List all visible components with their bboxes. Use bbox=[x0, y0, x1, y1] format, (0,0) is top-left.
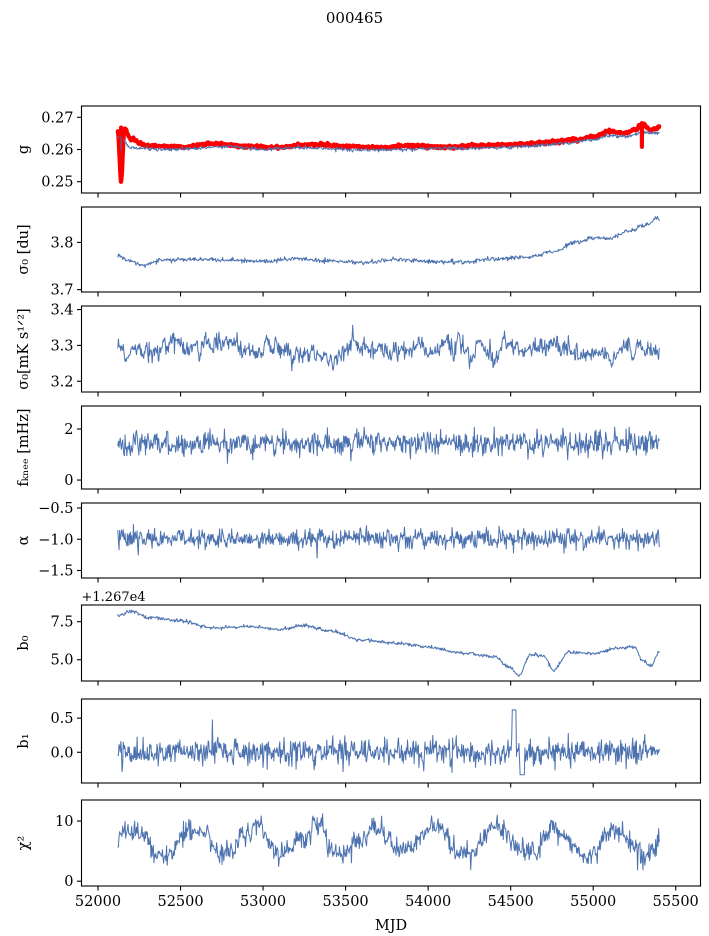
panel-frame bbox=[80, 405, 702, 490]
y-tick-label: 2 bbox=[64, 422, 73, 438]
series-f_knee bbox=[117, 426, 660, 464]
y-tick-label: 3.7 bbox=[50, 283, 73, 299]
x-tick-label: 54000 bbox=[405, 894, 451, 910]
panel-chi2: 0 10 χ² bbox=[16, 799, 702, 891]
panel-frame bbox=[80, 206, 702, 293]
panel-data bbox=[117, 609, 660, 677]
x-tick-label: 55000 bbox=[570, 894, 616, 910]
y-axis-label: χ² bbox=[16, 836, 32, 851]
series-b1 bbox=[117, 709, 660, 776]
y-axis-label: α bbox=[16, 535, 32, 545]
x-tick-label: 55500 bbox=[653, 894, 699, 910]
panel-g_red: 0.25 0.26 0.27 g bbox=[16, 105, 702, 198]
y-tick-label: 0.27 bbox=[41, 110, 73, 126]
y-axis-label: σ₀ [du] bbox=[16, 224, 32, 274]
series-b0 bbox=[117, 609, 660, 677]
y-tick-label: 3.2 bbox=[50, 374, 73, 390]
y-axis-offset-label: +1.267e4 bbox=[82, 590, 146, 605]
panel-data bbox=[117, 709, 660, 776]
panel-b1: 0.0 0.5 b₁ bbox=[16, 698, 702, 788]
y-axis-label: b₀ bbox=[16, 635, 32, 650]
panel-frame bbox=[80, 698, 702, 784]
series-sigma0_mKs bbox=[117, 324, 660, 372]
panel-frame bbox=[80, 305, 702, 393]
x-tick-label: 52500 bbox=[157, 894, 203, 910]
y-tick-label: −1.0 bbox=[38, 532, 73, 548]
x-tick-label: 53000 bbox=[240, 894, 286, 910]
y-axis-label: fₖₙₑₑ [mHz] bbox=[16, 408, 32, 486]
panel-f_knee: 0 2 fₖₙₑₑ [mHz] bbox=[16, 405, 702, 494]
y-tick-label: 7.5 bbox=[50, 615, 73, 631]
y-tick-label: 3.4 bbox=[50, 303, 73, 319]
panel-data bbox=[117, 524, 660, 559]
panel-frame bbox=[80, 502, 702, 579]
panel-data bbox=[117, 426, 660, 464]
panel-data bbox=[117, 324, 660, 372]
panel-frame bbox=[80, 799, 702, 887]
y-axis-label: σ₀[mK s¹ᐟ²] bbox=[16, 308, 32, 389]
series-sigma0_du bbox=[117, 215, 660, 268]
y-tick-label: 0 bbox=[64, 874, 73, 890]
figure-title: 000465 bbox=[325, 9, 384, 27]
y-tick-label: 3.3 bbox=[50, 338, 73, 354]
panel-sigma0_du: 3.7 3.8 σ₀ [du] bbox=[16, 206, 702, 299]
y-tick-label: 0.5 bbox=[50, 711, 73, 727]
y-tick-label: 3.8 bbox=[50, 235, 73, 251]
panel-data bbox=[117, 215, 660, 268]
x-axis-label: MJD bbox=[375, 918, 407, 934]
y-tick-label: 5.0 bbox=[50, 653, 73, 669]
x-tick-label: 52000 bbox=[75, 894, 121, 910]
y-axis-label: b₁ bbox=[16, 733, 32, 748]
y-tick-label: 10 bbox=[55, 814, 73, 830]
panel-data bbox=[117, 813, 660, 871]
y-tick-label: 0 bbox=[64, 473, 73, 489]
y-tick-label: −1.5 bbox=[38, 564, 73, 580]
series-alpha bbox=[117, 524, 660, 559]
x-tick-label: 53500 bbox=[323, 894, 369, 910]
panel-alpha: −0.5 −1.0 −1.5 α bbox=[16, 501, 702, 583]
panel-sigma0_mKs: 3.2 3.3 3.4 σ₀[mK s¹ᐟ²] bbox=[16, 303, 702, 397]
x-axis: 52000 52500 53000 53500 54000 54500 55000 55500… bbox=[75, 894, 699, 934]
y-tick-label: 0.25 bbox=[41, 175, 73, 191]
y-tick-label: 0.0 bbox=[50, 745, 73, 761]
series-chi2 bbox=[117, 813, 660, 871]
series-g_red bbox=[115, 121, 662, 184]
y-axis-label: g bbox=[16, 145, 32, 154]
x-tick-label: 54500 bbox=[488, 894, 534, 910]
series-g_blue bbox=[117, 130, 660, 153]
y-tick-label: 0.26 bbox=[41, 143, 73, 159]
panel-b0: 5.0 7.5 b₀ +1.267e4 bbox=[16, 590, 702, 686]
panel-data bbox=[115, 120, 662, 184]
panel-frame bbox=[80, 604, 702, 682]
y-tick-label: −0.5 bbox=[38, 501, 73, 517]
